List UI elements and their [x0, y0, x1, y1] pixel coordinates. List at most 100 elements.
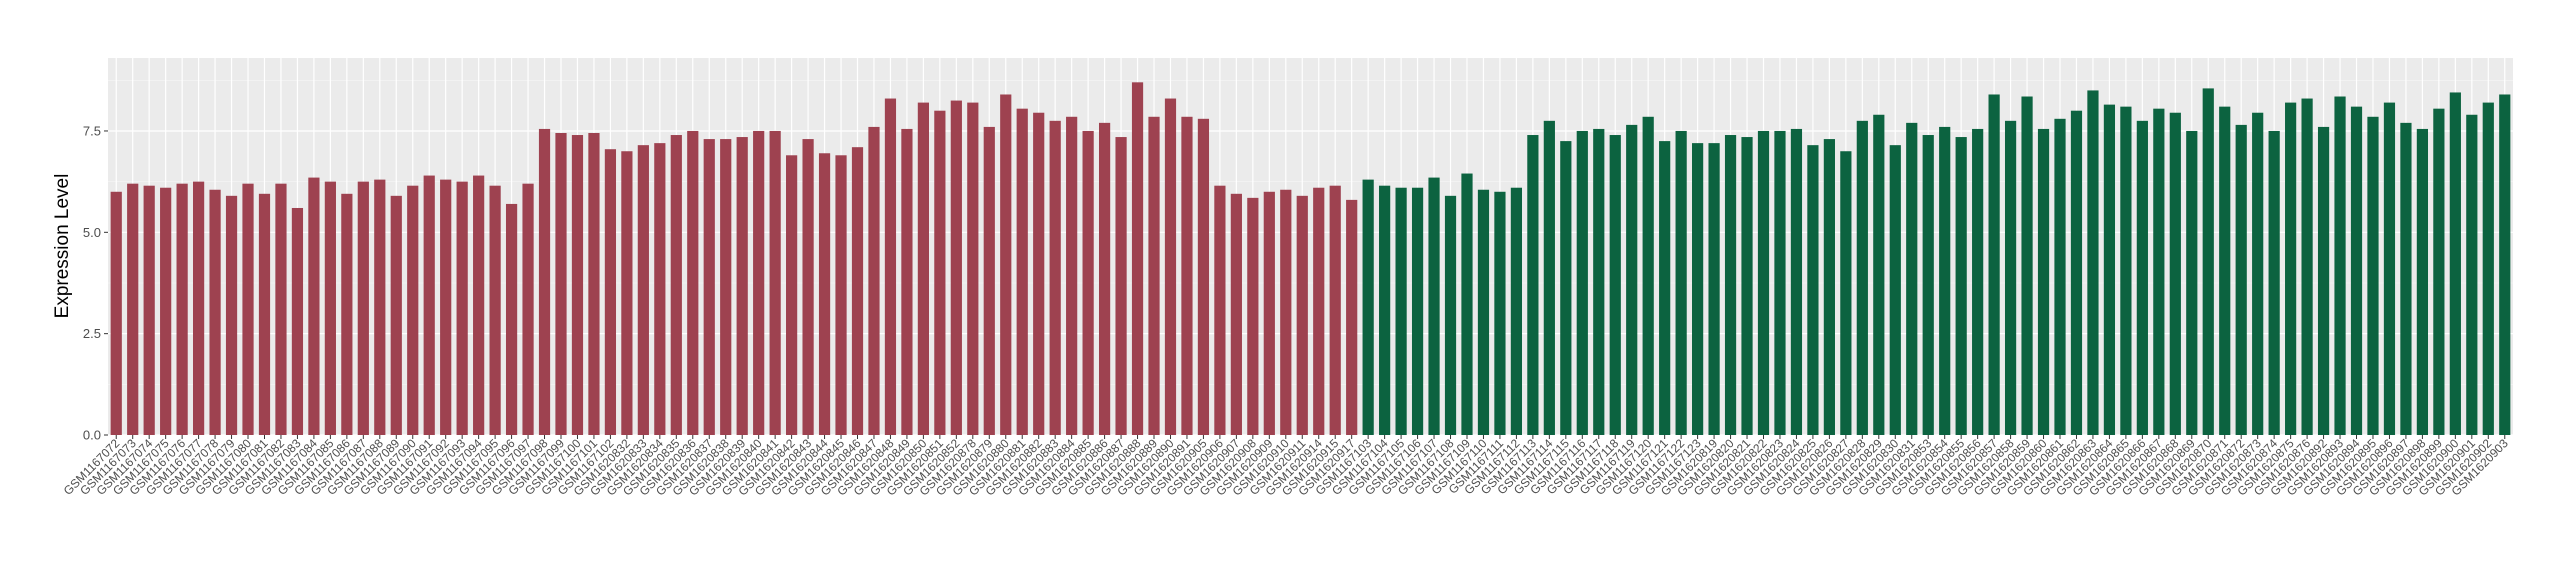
bar — [654, 143, 666, 435]
bar — [571, 135, 584, 436]
bar — [2153, 108, 2165, 435]
bar — [2334, 96, 2346, 436]
bar — [110, 191, 122, 435]
y-tick-label: 5.0 — [83, 225, 101, 240]
bar — [1296, 195, 1308, 435]
bar — [2383, 102, 2396, 435]
bar — [1115, 137, 1127, 435]
x-axis: GSM1167072GSM1167073GSM1167074GSM1167075… — [61, 435, 2511, 498]
bar — [1379, 185, 1391, 435]
bar — [1724, 135, 1737, 436]
bar — [637, 145, 649, 435]
bar — [802, 139, 814, 436]
bar — [2120, 106, 2132, 435]
bar — [440, 179, 452, 435]
bar — [2054, 118, 2066, 435]
bar — [242, 183, 254, 435]
bar — [522, 183, 534, 435]
bar — [1066, 116, 1078, 435]
bar — [2103, 104, 2116, 435]
bar — [1708, 143, 1720, 435]
bar — [2037, 128, 2050, 435]
bar — [1131, 82, 1144, 436]
y-tick-label: 7.5 — [83, 123, 101, 138]
bar — [1626, 124, 1638, 436]
bar — [390, 195, 402, 435]
bar — [1807, 145, 1819, 435]
bars — [110, 82, 2511, 436]
bar — [2004, 120, 2017, 435]
bar — [604, 149, 617, 436]
bar — [1362, 179, 1374, 435]
bar — [473, 175, 485, 435]
bar — [1741, 137, 1753, 435]
bar — [1922, 135, 1934, 436]
bar — [967, 102, 979, 435]
bar — [736, 137, 748, 435]
bar — [2433, 108, 2445, 435]
bar — [983, 126, 995, 436]
bar — [1395, 187, 1407, 435]
bar — [2136, 120, 2148, 435]
bar — [225, 195, 238, 435]
bar — [143, 185, 155, 435]
bar — [1510, 187, 1523, 435]
bar — [2285, 102, 2297, 435]
bar — [1593, 128, 1605, 435]
bar — [374, 179, 386, 435]
bar — [1082, 130, 1094, 435]
bar — [835, 155, 847, 435]
bar — [1016, 108, 1028, 435]
bar — [2186, 130, 2198, 435]
bar — [1955, 137, 1967, 435]
bar — [192, 181, 205, 435]
bar — [2301, 98, 2313, 436]
bar — [1033, 112, 1045, 436]
bar — [1972, 128, 1984, 435]
bar — [1692, 143, 1704, 435]
bar — [1164, 98, 1177, 436]
bar — [1642, 116, 1654, 435]
bar — [786, 155, 798, 435]
bar — [2350, 106, 2363, 435]
bar — [1181, 116, 1193, 435]
bar — [950, 100, 962, 435]
bar — [2466, 114, 2478, 435]
bar — [1988, 94, 2000, 435]
bar — [2070, 110, 2083, 436]
bar — [176, 183, 188, 435]
bar — [423, 175, 435, 435]
bar — [1823, 139, 1835, 436]
bar — [2169, 112, 2181, 436]
bar — [2416, 128, 2429, 435]
bar — [1576, 130, 1588, 435]
bar — [2021, 96, 2033, 436]
bar — [357, 181, 369, 435]
bar — [538, 128, 551, 435]
bar — [505, 203, 518, 435]
bar — [1148, 116, 1160, 435]
bar — [1840, 151, 1852, 435]
bar — [489, 185, 501, 435]
bar — [703, 139, 715, 436]
y-axis-title: Expression Level — [52, 174, 73, 319]
bar — [209, 189, 221, 435]
bar — [291, 207, 304, 435]
bar — [1230, 193, 1242, 435]
bar — [275, 183, 287, 435]
plot-panel — [108, 58, 2513, 435]
y-axis: 0.0 2.5 5.0 7.5 — [83, 123, 108, 443]
bar — [1889, 145, 1901, 435]
bar — [1280, 189, 1292, 435]
bar — [720, 139, 732, 436]
bar — [1411, 187, 1424, 435]
bar — [2499, 94, 2511, 435]
bar — [2482, 102, 2494, 435]
bar — [1428, 177, 1440, 435]
y-tick-label: 0.0 — [83, 428, 101, 443]
bar — [901, 128, 913, 435]
bar — [769, 130, 781, 435]
bar — [851, 147, 864, 435]
bar — [308, 177, 320, 435]
bar — [1659, 141, 1671, 435]
